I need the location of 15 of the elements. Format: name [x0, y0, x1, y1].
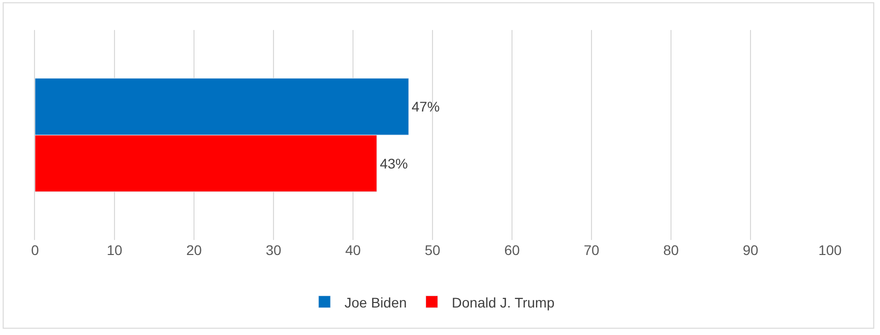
data-label: 47%	[412, 98, 440, 115]
x-tick-label: 10	[106, 242, 122, 258]
x-tick-label: 60	[504, 242, 520, 258]
x-tick-label: 50	[424, 242, 440, 258]
x-tick-label: 20	[186, 242, 202, 258]
legend-label: Donald J. Trump	[452, 294, 555, 310]
x-tick-label: 70	[584, 242, 600, 258]
x-tick-label: 30	[266, 242, 282, 258]
legend-label: Joe Biden	[344, 294, 407, 310]
x-tick-label: 90	[742, 242, 758, 258]
x-tick-label: 0	[31, 242, 40, 258]
data-label: 43%	[380, 155, 408, 172]
x-tick-label: 80	[663, 242, 679, 258]
x-tick-label: 40	[345, 242, 361, 258]
x-tick-label: 100	[818, 242, 842, 258]
